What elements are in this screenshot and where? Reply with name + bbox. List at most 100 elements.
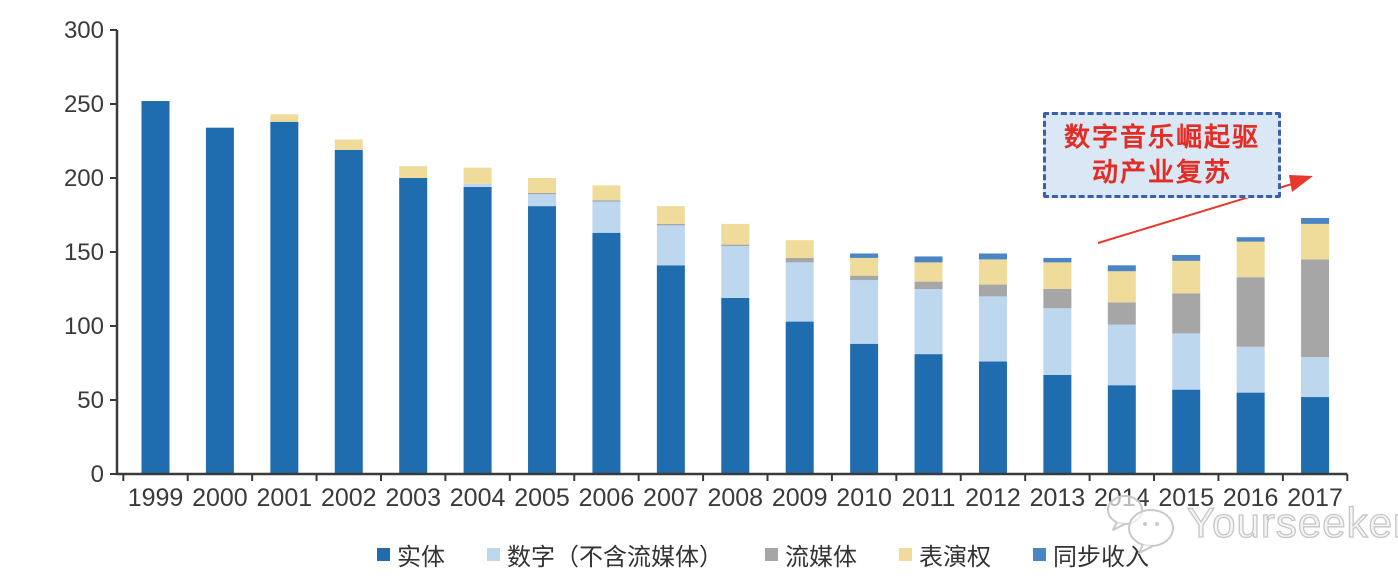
bar-segment-2008	[721, 246, 750, 298]
bar-segment-2002	[334, 139, 363, 150]
bar-segment-2015	[1172, 333, 1201, 390]
legend-item: 流媒体	[765, 537, 857, 572]
bar-segment-2016	[1236, 392, 1265, 474]
y-tick-label: 0	[91, 461, 104, 488]
bar-segment-2005	[528, 194, 557, 207]
bar-segment-2009	[785, 262, 814, 322]
y-tick-label: 250	[64, 91, 104, 118]
bar-segment-2004	[463, 186, 492, 474]
x-axis-label: 2003	[385, 484, 441, 512]
x-axis-label: 2001	[257, 484, 313, 512]
bar-segment-2011	[914, 256, 943, 263]
x-axis-label: 2005	[514, 484, 570, 512]
bar-segment-2010	[850, 275, 879, 281]
bar-segment-2008	[721, 297, 750, 474]
bar-segment-2017	[1301, 397, 1330, 474]
bar-segment-2005	[528, 192, 557, 195]
bar-segment-2007	[656, 206, 685, 224]
bar-segment-2017	[1301, 259, 1330, 358]
bar-segment-2007	[656, 265, 685, 474]
bar-segment-2011	[914, 289, 943, 355]
bar-segment-2013	[1043, 289, 1072, 309]
bar-segment-2017	[1301, 217, 1330, 224]
legend-label: 同步收入	[1053, 544, 1149, 571]
bars-group	[141, 101, 1330, 475]
legend-item: 实体	[377, 537, 445, 572]
bar-segment-2014	[1107, 324, 1136, 386]
x-axis-label: 2015	[1158, 484, 1214, 512]
bar-segment-2017	[1301, 357, 1330, 398]
bar-segment-2015	[1172, 293, 1201, 334]
legend-label: 实体	[397, 544, 445, 571]
bar-segment-2012	[978, 361, 1007, 474]
bar-segment-2013	[1043, 308, 1072, 375]
legend-swatch	[899, 548, 912, 561]
bar-segment-2014	[1107, 385, 1136, 474]
bar-segment-2013	[1043, 262, 1072, 289]
bar-segment-2015	[1172, 389, 1201, 474]
bar-segment-2010	[850, 253, 879, 258]
bar-segment-2010	[850, 280, 879, 344]
x-axis-label: 2007	[643, 484, 699, 512]
bar-segment-2011	[914, 281, 943, 289]
bar-segment-2010	[850, 257, 879, 276]
bar-segment-2016	[1236, 277, 1265, 347]
chart-legend: 实体 数字（不含流媒体） 流媒体 表演权 同步收入	[0, 537, 1398, 572]
bar-segment-2001	[270, 114, 299, 122]
bar-segment-2004	[463, 167, 492, 184]
x-axis-label: 2013	[1030, 484, 1086, 512]
bar-segment-2013	[1043, 257, 1072, 263]
bar-segment-2016	[1236, 241, 1265, 278]
bar-segment-2004	[463, 183, 492, 187]
bar-segment-2005	[528, 178, 557, 193]
annotation-line2: 动产业复苏	[1091, 157, 1232, 187]
x-axis-label: 2002	[321, 484, 377, 512]
x-axis-label: 2016	[1223, 484, 1279, 512]
x-axis-label: 2011	[902, 484, 956, 512]
legend-swatch	[487, 548, 500, 561]
bar-segment-2006	[592, 232, 621, 474]
legend-swatch	[1033, 548, 1046, 561]
bar-segment-2003	[399, 178, 428, 474]
x-axis-label: 2004	[450, 484, 506, 512]
bar-segment-1999	[141, 101, 170, 474]
bar-segment-2007	[656, 225, 685, 266]
x-axis-label: 2006	[579, 484, 635, 512]
x-axis-label: 2010	[836, 484, 892, 512]
bar-segment-2001	[270, 121, 299, 474]
bar-segment-2012	[978, 253, 1007, 260]
bar-segment-2008	[721, 223, 750, 245]
bar-segment-2014	[1107, 302, 1136, 325]
bar-segment-2015	[1172, 254, 1201, 261]
legend-label: 流媒体	[785, 544, 857, 571]
legend-item: 同步收入	[1033, 537, 1149, 572]
x-axis-label: 1999	[128, 484, 184, 512]
bar-segment-2006	[592, 201, 621, 233]
annotation-callout: 数字音乐崛起驱 动产业复苏	[1043, 112, 1281, 198]
legend-item: 数字（不含流媒体）	[487, 537, 723, 572]
x-axis-label: 2017	[1287, 484, 1343, 512]
bar-segment-2014	[1107, 271, 1136, 303]
x-axis-labels: 1999 2000 2001 2002 2003 2004 2005 2006 2007 2008…	[122, 474, 1349, 512]
bar-segment-2011	[914, 354, 943, 474]
watermark: Yourseeker	[1103, 492, 1398, 554]
bar-segment-2012	[978, 296, 1007, 362]
bar-segment-2008	[721, 244, 750, 247]
bar-segment-2016	[1236, 237, 1265, 242]
bar-segment-2011	[914, 262, 943, 282]
bar-segment-2006	[592, 185, 621, 201]
y-tick-label: 150	[64, 239, 104, 266]
y-tick-label: 50	[77, 387, 104, 414]
bar-segment-2009	[785, 321, 814, 474]
x-axis-label: 2000	[192, 484, 248, 512]
legend-label: 数字（不含流媒体）	[507, 544, 723, 571]
chat-bubbles-icon	[1107, 495, 1174, 554]
bar-segment-2002	[334, 149, 363, 474]
bar-segment-2009	[785, 257, 814, 263]
legend-label: 表演权	[919, 544, 991, 571]
bar-segment-2005	[528, 206, 557, 474]
x-axis-label: 2012	[965, 484, 1021, 512]
bar-segment-2015	[1172, 260, 1201, 294]
bar-segment-2007	[656, 223, 685, 226]
